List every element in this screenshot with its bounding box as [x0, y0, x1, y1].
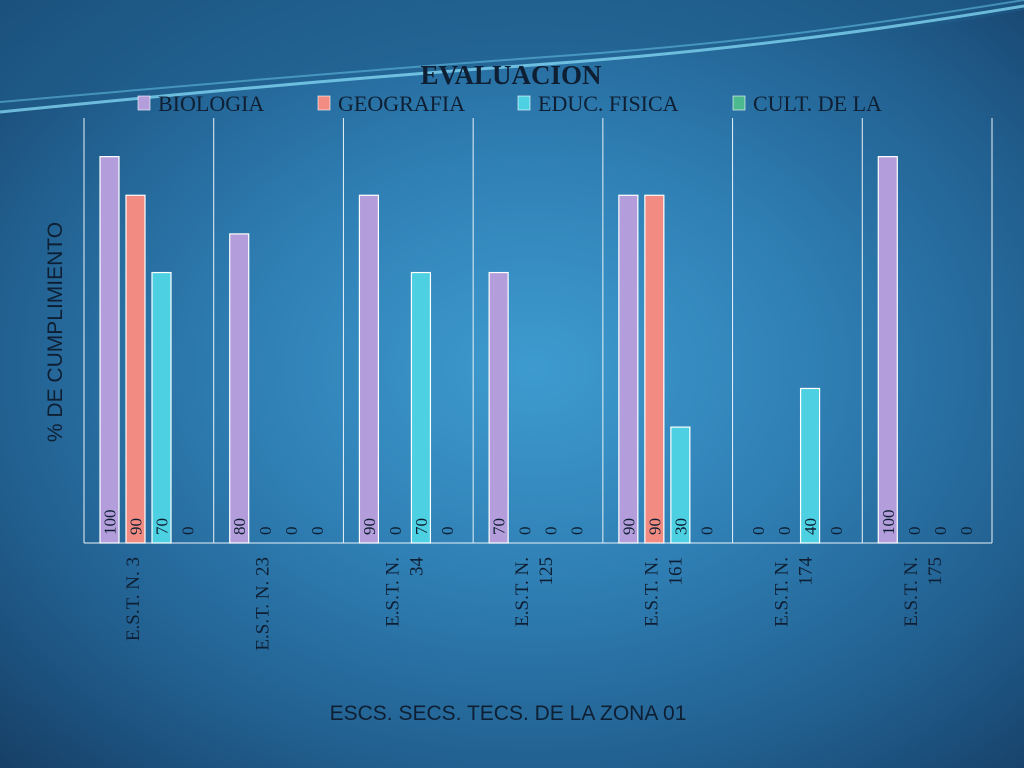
data-label: 80 — [230, 518, 249, 535]
bar — [799, 387, 821, 544]
bar — [125, 194, 146, 544]
x-tick-label-line: E.S.T. N. 23 — [253, 557, 274, 651]
legend-label: CULT. DE LA — [753, 91, 882, 116]
data-label: 100 — [101, 510, 120, 536]
data-label: 70 — [490, 518, 509, 535]
data-label: 0 — [542, 527, 561, 536]
bar — [670, 426, 691, 544]
data-label: 0 — [438, 527, 457, 536]
data-label: 0 — [386, 527, 405, 536]
data-label: 0 — [697, 527, 716, 536]
x-tick-label-line: E.S.T. N. — [382, 557, 403, 627]
data-label: 0 — [568, 527, 587, 536]
x-tick-label-line: 34 — [406, 557, 427, 577]
legend-item: EDUC. FISICA — [517, 91, 679, 116]
legend-item: BIOLOGIA — [137, 91, 264, 116]
x-tick-label-line: 175 — [925, 557, 946, 586]
legend-item: GEOGRAFIA — [317, 91, 465, 116]
x-tick-label: E.S.T. N. 175 — [901, 557, 946, 627]
bar — [410, 271, 432, 544]
bar — [488, 271, 509, 544]
data-label: 100 — [879, 510, 898, 536]
x-tick-label-line: E.S.T. N. — [642, 557, 663, 627]
x-tick-label: E.S.T. N. 23 — [253, 557, 274, 651]
x-tick-label-line: E.S.T. N. — [512, 557, 533, 627]
x-tick-label: E.S.T. N. 3 — [123, 557, 144, 641]
legend-swatch — [137, 95, 151, 111]
legend-swatch — [517, 95, 531, 111]
chart-title: EVALUACION — [420, 60, 602, 90]
data-label: 0 — [775, 527, 794, 536]
data-label: 90 — [645, 518, 664, 535]
data-label: 0 — [749, 527, 768, 536]
legend: BIOLOGIA GEOGRAFIA EDUC. FISICA CULT. DE LA — [137, 91, 882, 116]
bar — [358, 194, 380, 544]
data-label: 40 — [801, 518, 820, 535]
legend-swatch — [732, 95, 746, 111]
bar — [877, 156, 898, 544]
bar — [151, 271, 172, 544]
data-label: 0 — [282, 527, 301, 536]
legend-label: GEOGRAFIA — [338, 91, 465, 116]
x-tick-label: E.S.T. N. 125 — [512, 557, 557, 627]
data-label: 70 — [412, 518, 431, 535]
x-tick-label-line: E.S.T. N. 3 — [123, 557, 144, 641]
y-axis-label: % DE CUMPLIMIENTO — [44, 222, 67, 442]
data-label: 0 — [179, 527, 198, 536]
data-label: 0 — [308, 527, 327, 536]
data-label: 0 — [905, 527, 924, 536]
x-tick-label-line: 125 — [536, 557, 557, 586]
data-label: 30 — [671, 518, 690, 535]
bar — [644, 194, 665, 544]
legend-item: CULT. DE LA — [732, 91, 882, 116]
legend-label: EDUC. FISICA — [538, 91, 679, 116]
x-tick-label-line: 161 — [666, 557, 687, 586]
data-label: 90 — [619, 518, 638, 535]
x-tick-label: E.S.T. N. 34 — [382, 557, 427, 627]
bar — [99, 156, 120, 544]
legend-label: BIOLOGIA — [158, 91, 264, 116]
data-label: 0 — [931, 527, 950, 536]
x-tick-label: E.S.T. N. 161 — [642, 557, 687, 627]
data-label: 0 — [827, 527, 846, 536]
data-label: 70 — [153, 518, 172, 535]
data-label: 90 — [360, 518, 379, 535]
x-tick-label-line: E.S.T. N. — [901, 557, 922, 627]
x-tick-label-line: 174 — [795, 557, 816, 586]
x-tick-label: E.S.T. N. 174 — [771, 557, 816, 627]
data-label: 90 — [127, 518, 146, 535]
legend-swatch — [317, 95, 331, 111]
data-label: 0 — [256, 527, 275, 536]
x-axis-label: ESCS. SECS. TECS. DE LA ZONA 01 — [330, 702, 687, 725]
data-label: 0 — [516, 527, 535, 536]
data-label: 0 — [957, 527, 976, 536]
bar — [618, 194, 639, 544]
bar — [229, 233, 250, 544]
x-tick-label-line: E.S.T. N. — [771, 557, 792, 627]
